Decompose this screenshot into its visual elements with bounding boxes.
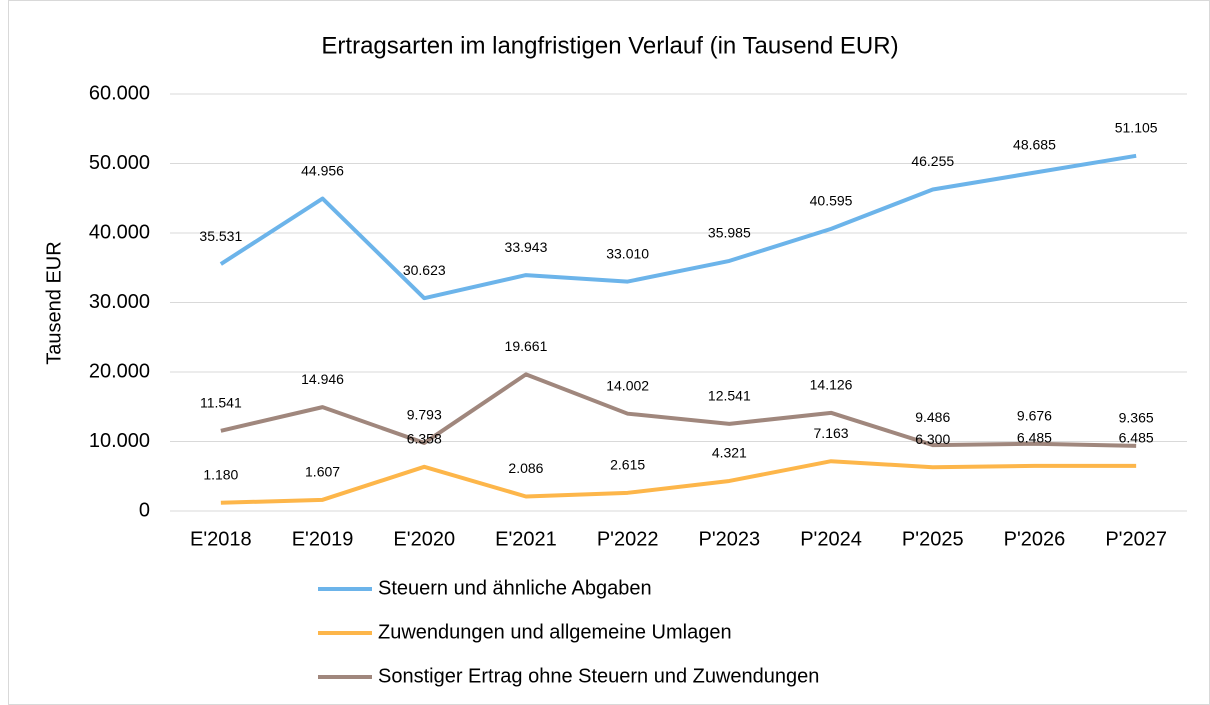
data-label: 9.676 (1017, 407, 1052, 423)
x-tick-label: E'2018 (190, 528, 252, 550)
y-axis-label: Tausend EUR (43, 241, 65, 364)
legend-label: Zuwendungen und allgemeine Umlagen (378, 621, 732, 643)
data-label: 4.321 (712, 445, 747, 461)
data-label: 11.541 (200, 394, 242, 410)
data-label: 2.615 (610, 457, 645, 473)
legend-label: Sonstiger Ertrag ohne Steuern und Zuwend… (378, 665, 819, 687)
chart-title: Ertragsarten im langfristigen Verlauf (i… (321, 32, 898, 59)
x-tick-label: P'2027 (1105, 528, 1167, 550)
x-tick-label: E'2019 (292, 528, 354, 550)
data-label: 9.365 (1119, 410, 1154, 426)
data-label: 12.541 (708, 388, 751, 404)
data-label: 2.086 (508, 460, 543, 476)
x-tick-label: P'2026 (1004, 528, 1066, 550)
y-tick-label: 50.000 (89, 152, 150, 174)
legend-label: Steuern und ähnliche Abgaben (378, 577, 652, 599)
x-tick-label: E'2020 (393, 528, 455, 550)
data-label: 40.595 (810, 193, 853, 209)
data-label: 46.255 (911, 153, 954, 169)
x-tick-label: P'2025 (902, 528, 964, 550)
data-label: 1.180 (203, 467, 238, 483)
y-tick-label: 60.000 (89, 82, 150, 104)
data-label: 7.163 (814, 425, 849, 441)
data-label: 14.946 (301, 371, 344, 387)
x-tick-label: E'2021 (495, 528, 557, 550)
series-line (219, 153, 1137, 301)
data-label: 14.126 (810, 377, 853, 393)
x-tick-label: P'2024 (800, 528, 862, 550)
data-label: 9.486 (915, 409, 950, 425)
data-label: 6.300 (915, 431, 950, 447)
data-label: 35.985 (708, 225, 751, 241)
data-label: 6.358 (407, 431, 442, 447)
data-label: 6.485 (1017, 430, 1052, 446)
data-label: 6.485 (1119, 430, 1154, 446)
y-tick-label: 40.000 (89, 221, 150, 243)
data-label: 9.793 (407, 407, 442, 423)
y-tick-label: 30.000 (89, 291, 150, 313)
data-label: 33.943 (505, 239, 548, 255)
x-tick-label: P'2023 (699, 528, 761, 550)
data-label: 48.685 (1013, 136, 1056, 152)
data-label: 33.010 (606, 245, 649, 261)
data-label: 44.956 (301, 162, 344, 178)
x-tick-label: P'2022 (597, 528, 659, 550)
series-line (220, 459, 1137, 505)
data-label: 30.623 (403, 262, 446, 278)
data-label: 1.607 (305, 464, 340, 480)
data-label: 51.105 (1115, 120, 1158, 136)
y-tick-label: 0 (139, 499, 150, 521)
series-line (220, 372, 1137, 448)
chart-frame (8, 0, 1210, 705)
y-tick-label: 20.000 (89, 360, 150, 382)
y-tick-label: 10.000 (89, 430, 150, 452)
data-label: 19.661 (505, 338, 548, 354)
data-label: 14.002 (606, 377, 649, 393)
data-label: 35.531 (199, 228, 242, 244)
